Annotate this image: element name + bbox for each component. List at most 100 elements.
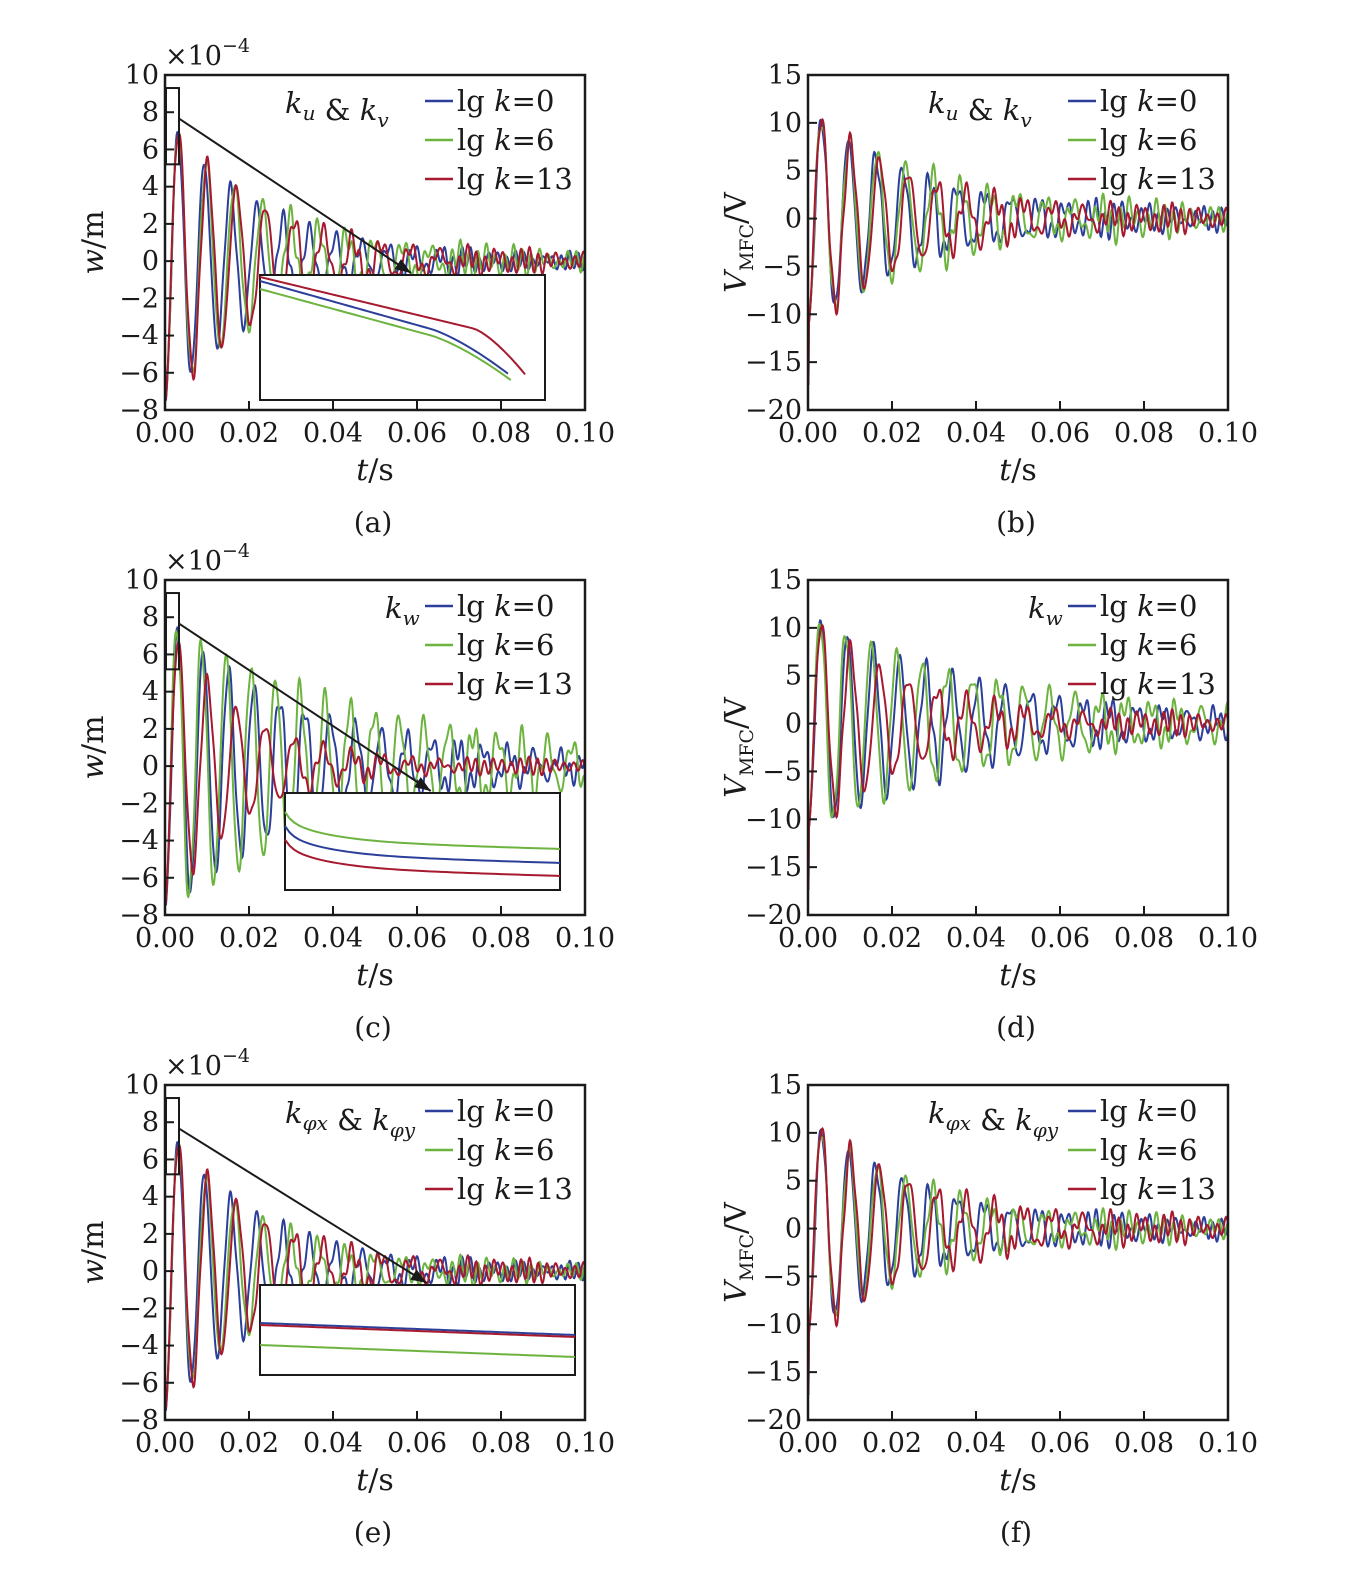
y-axis-label: VMFC/V <box>719 191 758 293</box>
y-tick-label: 4 <box>142 677 159 708</box>
legend-label: lg k=0 <box>457 1094 554 1128</box>
y-tick-label: −4 <box>119 826 159 857</box>
series-line-green <box>165 629 585 900</box>
x-tick-label: 0.10 <box>1198 1428 1258 1459</box>
y-tick-label: −15 <box>745 852 802 883</box>
x-tick-label: 0.08 <box>1114 923 1174 954</box>
legend-title: ku & kv <box>285 86 389 132</box>
x-tick-label: 0.08 <box>1114 1428 1174 1459</box>
legend-label: lg k=0 <box>1100 1094 1197 1128</box>
y-tick-label: 0 <box>142 751 159 782</box>
panel-caption: (c) <box>354 1011 392 1044</box>
x-tick-label: 0.00 <box>135 923 195 954</box>
x-axis-label: t/s <box>356 453 394 488</box>
x-tick-label: 0.02 <box>219 418 279 449</box>
y-tick-label: 10 <box>768 613 802 644</box>
y-tick-label: −4 <box>119 1331 159 1362</box>
y-tick-label: −20 <box>745 900 802 931</box>
y-tick-label: 8 <box>142 97 159 128</box>
panel-caption: (f) <box>1000 1516 1032 1549</box>
y-tick-label: 10 <box>125 60 159 91</box>
plot-frame <box>806 578 1230 917</box>
y-tick-label: −15 <box>745 1357 802 1388</box>
y-tick-label: −6 <box>119 1368 159 1399</box>
x-tick-label: 0.10 <box>1198 923 1258 954</box>
y-tick-label: −5 <box>762 251 802 282</box>
legend-title: kw <box>1028 591 1063 630</box>
y-tick-label: −20 <box>745 395 802 426</box>
series-line-blue <box>808 118 1228 383</box>
x-tick-label: 0.00 <box>135 1428 195 1459</box>
legend-title: kw <box>385 591 420 630</box>
series-group <box>808 619 1228 891</box>
legend-label: lg k=0 <box>1100 84 1197 118</box>
legend-title: kφx & kφy <box>928 1096 1059 1142</box>
x-tick-label: 0.00 <box>135 418 195 449</box>
y-tick-label: 10 <box>768 108 802 139</box>
x-tick-label: 0.10 <box>1198 418 1258 449</box>
x-tick-label: 0.02 <box>862 418 922 449</box>
x-tick-label: 0.02 <box>862 923 922 954</box>
y-tick-label: 0 <box>785 204 802 235</box>
x-axis-label: t/s <box>999 1463 1037 1498</box>
scale-note: ×10−4 <box>165 540 250 577</box>
panel-caption: (d) <box>996 1011 1036 1044</box>
y-tick-label: 6 <box>142 639 159 670</box>
inset-line-green <box>284 811 561 850</box>
y-tick-label: 4 <box>142 172 159 203</box>
y-tick-label: 5 <box>785 156 802 187</box>
legend-label: lg k=13 <box>1100 162 1216 196</box>
inset-line-red <box>259 1324 576 1338</box>
x-tick-label: 0.06 <box>387 418 447 449</box>
x-tick-label: 0.08 <box>1114 418 1174 449</box>
y-tick-label: −10 <box>745 1309 802 1340</box>
y-tick-label: 6 <box>142 134 159 165</box>
zoom-source-box <box>165 1097 180 1176</box>
series-line-red <box>165 132 585 399</box>
panel-caption: (b) <box>996 506 1036 539</box>
x-tick-label: 0.08 <box>471 923 531 954</box>
y-tick-label: −5 <box>762 756 802 787</box>
zoom-arrow-head <box>394 259 412 273</box>
x-tick-label: 0.02 <box>219 1428 279 1459</box>
y-tick-label: −10 <box>745 804 802 835</box>
chart-panel-e: 0.00 0.02 0.04 0.06 0.08 0.10 −8 −6 −4 −2 0 2 4 6 8 10 t… <box>76 1045 615 1549</box>
legend-label: lg k=6 <box>1100 628 1197 662</box>
x-axis-label: t/s <box>356 1463 394 1498</box>
x-tick-label: 0.02 <box>219 923 279 954</box>
chart-panel-f: 0.00 0.02 0.04 0.06 0.08 0.10 −20 −15 −10 −5 0 5 10 1… <box>719 1070 1258 1549</box>
series-group <box>808 118 1228 386</box>
y-tick-label: 0 <box>142 1256 159 1287</box>
y-tick-label: 2 <box>142 209 159 240</box>
series-line-red <box>165 1143 585 1409</box>
y-tick-label: −20 <box>745 1405 802 1436</box>
series-group <box>808 1126 1228 1396</box>
y-tick-label: −8 <box>119 395 159 426</box>
x-tick-label: 0.00 <box>778 923 838 954</box>
legend-label: lg k=13 <box>457 162 573 196</box>
legend-label: lg k=0 <box>457 589 554 623</box>
inset-line-blue <box>284 825 561 864</box>
x-tick-label: 0.04 <box>946 923 1006 954</box>
y-axis-label: w/m <box>76 715 111 779</box>
y-tick-label: −8 <box>119 900 159 931</box>
legend-label: lg k=6 <box>457 1133 554 1167</box>
series-line-red <box>165 640 585 903</box>
panel-caption: (e) <box>354 1516 392 1549</box>
y-tick-label: −5 <box>762 1261 802 1292</box>
x-tick-label: 0.06 <box>387 923 447 954</box>
legend-label: lg k=6 <box>1100 123 1197 157</box>
chart-panel-b: 0.00 0.02 0.04 0.06 0.08 0.10 −20 −15 −10 −5 0 5 10 1… <box>719 60 1258 539</box>
y-tick-label: 10 <box>125 1070 159 1101</box>
y-tick-label: 15 <box>768 1070 802 1101</box>
y-tick-label: 6 <box>142 1144 159 1175</box>
x-tick-label: 0.10 <box>555 1428 615 1459</box>
panel-caption: (a) <box>354 506 393 539</box>
y-axis-label: VMFC/V <box>719 696 758 798</box>
legend-label: lg k=13 <box>1100 1172 1216 1206</box>
plot-frame <box>163 578 587 917</box>
y-tick-label: −4 <box>119 321 159 352</box>
y-tick-label: 0 <box>785 709 802 740</box>
legend-label: lg k=6 <box>1100 1133 1197 1167</box>
x-tick-label: 0.04 <box>303 923 363 954</box>
